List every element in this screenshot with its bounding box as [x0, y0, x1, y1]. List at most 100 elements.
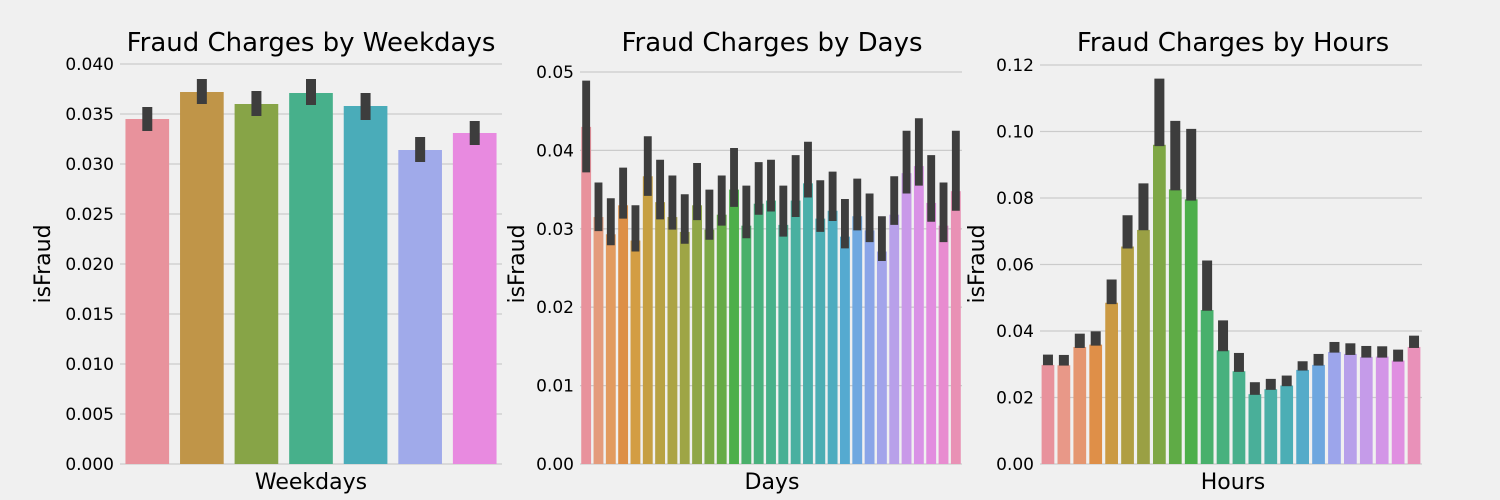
bar — [655, 202, 666, 465]
error-bars — [142, 79, 480, 162]
bars — [1041, 144, 1421, 465]
y-tick-labels: 0.00 0.01 0.02 0.03 0.04 0.05 — [536, 63, 574, 475]
bar — [630, 240, 641, 464]
y-tick-label: 0.12 — [996, 56, 1034, 76]
bar — [840, 236, 850, 464]
bar — [913, 166, 924, 464]
bar — [864, 230, 875, 464]
bar — [1375, 356, 1389, 464]
y-tick-label: 0.000 — [65, 455, 114, 475]
bar — [618, 205, 629, 464]
bar — [692, 205, 702, 464]
bar — [289, 93, 333, 464]
bar — [1200, 310, 1214, 464]
bar — [1041, 364, 1055, 464]
bar — [1121, 246, 1134, 464]
bar — [1105, 302, 1118, 464]
bar — [778, 224, 789, 464]
chart-title: Fraud Charges by Hours — [1077, 28, 1389, 58]
bar — [1216, 350, 1230, 464]
bar — [852, 216, 863, 464]
bar — [343, 106, 388, 464]
y-tick-label: 0.035 — [65, 105, 114, 125]
y-axis-label: isFraud — [965, 224, 990, 303]
y-tick-label: 0.10 — [996, 123, 1034, 143]
chart-weekdays: 0.000 0.005 0.010 0.015 0.020 0.025 0.030 0.035… — [31, 28, 502, 495]
bar — [1168, 189, 1182, 465]
bar — [950, 191, 961, 464]
y-tick-label: 0.020 — [65, 255, 114, 275]
bar — [790, 200, 801, 465]
bars — [581, 126, 961, 465]
y-tick-label: 0.040 — [65, 55, 114, 75]
bar — [1057, 365, 1071, 464]
bar — [753, 203, 764, 464]
bar — [827, 210, 838, 464]
bar — [1359, 356, 1373, 464]
bar — [1296, 369, 1309, 464]
bar — [803, 183, 813, 464]
bar — [1137, 229, 1150, 464]
bar — [704, 229, 715, 464]
y-tick-label: 0.00 — [536, 455, 574, 475]
y-tick-label: 0.025 — [65, 205, 114, 225]
y-tick-label: 0.02 — [536, 298, 574, 318]
bar — [1232, 371, 1246, 464]
y-tick-label: 0.05 — [536, 63, 574, 83]
bar — [642, 176, 653, 464]
y-tick-label: 0.015 — [65, 305, 114, 325]
y-tick-label: 0.030 — [65, 155, 114, 175]
bar — [938, 225, 949, 464]
y-tick-labels: 0.00 0.02 0.04 0.06 0.08 0.10 0.12 — [996, 56, 1034, 475]
bar — [1391, 360, 1405, 464]
bar — [667, 217, 678, 464]
chart-title: Fraud Charges by Days — [621, 28, 922, 58]
y-tick-label: 0.04 — [536, 141, 574, 161]
y-tick-label: 0.02 — [996, 389, 1034, 409]
bar — [1328, 351, 1341, 464]
y-tick-label: 0.06 — [996, 256, 1034, 276]
bar — [1073, 346, 1087, 464]
y-tick-label: 0.010 — [65, 355, 114, 375]
chart-hours: 0.00 0.02 0.04 0.06 0.08 0.10 0.12 Fraud Charg… — [965, 28, 1422, 495]
bar — [234, 104, 279, 464]
bar — [1153, 144, 1166, 465]
bar — [605, 234, 616, 464]
bar — [1248, 394, 1262, 464]
x-axis-label: Weekdays — [255, 470, 367, 495]
bar — [901, 173, 912, 465]
bar — [452, 133, 497, 464]
x-axis-label: Days — [745, 470, 800, 495]
bar — [741, 225, 752, 464]
x-axis-label: Hours — [1201, 470, 1265, 495]
bar — [180, 92, 224, 464]
bar — [679, 231, 690, 464]
y-tick-label: 0.03 — [536, 220, 574, 240]
bar — [398, 150, 442, 464]
bar — [1344, 353, 1357, 464]
bars — [125, 92, 497, 464]
y-tick-label: 0.005 — [65, 405, 114, 425]
chart-days: 0.00 0.01 0.02 0.03 0.04 0.05 Fraud Charges b… — [505, 28, 962, 495]
bar — [729, 189, 739, 464]
chart-title: Fraud Charges by Weekdays — [127, 28, 496, 58]
bar — [581, 126, 592, 464]
bar — [889, 214, 900, 464]
y-axis-label: isFraud — [31, 224, 56, 303]
bar — [766, 200, 776, 465]
bar — [1312, 364, 1325, 464]
grid-lines — [1040, 64, 1422, 465]
bar — [876, 251, 887, 464]
bar — [1407, 346, 1421, 464]
bar — [1280, 385, 1294, 464]
y-tick-label: 0.01 — [536, 377, 574, 397]
bar — [1264, 389, 1278, 464]
error-bars — [1042, 78, 1420, 395]
y-axis-label: isFraud — [505, 224, 530, 303]
y-tick-label: 0.04 — [996, 322, 1034, 342]
bar — [926, 202, 937, 465]
bar — [593, 217, 604, 464]
bar — [125, 119, 170, 464]
y-tick-labels: 0.000 0.005 0.010 0.015 0.020 0.025 0.030 0.035… — [65, 55, 114, 475]
